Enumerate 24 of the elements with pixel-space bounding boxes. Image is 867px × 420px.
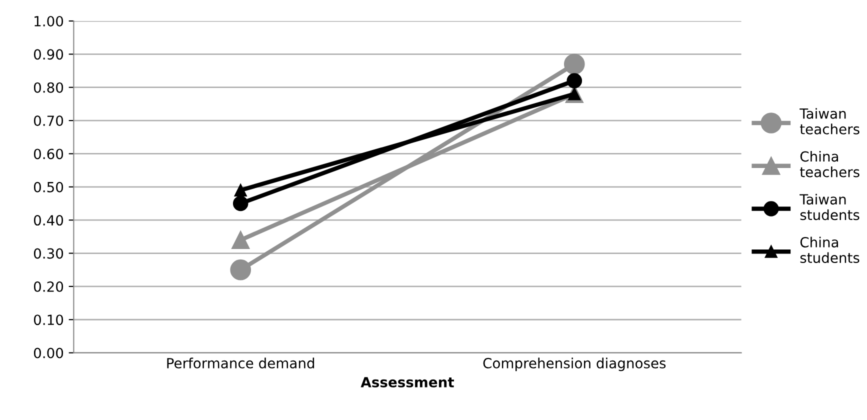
point xyxy=(234,184,247,196)
y-tick-label: 0.70 xyxy=(34,116,64,126)
x-axis-title: Assessment xyxy=(360,377,454,388)
x-tick-label: Performance demand xyxy=(167,358,314,368)
legend-label: Taiwan students xyxy=(800,194,860,220)
y-tick-label: 0.20 xyxy=(34,281,64,292)
legend-label: Taiwan teachers xyxy=(800,108,860,134)
point xyxy=(230,259,252,280)
y-tick-label: 0.90 xyxy=(34,49,64,60)
y-tick-label: 0.00 xyxy=(34,348,64,358)
y-tick-label: 0.30 xyxy=(34,248,64,259)
point xyxy=(566,73,582,88)
legend-label: China students xyxy=(800,236,860,264)
y-tick-label: 0.40 xyxy=(34,215,64,226)
x-tick-label: Comprehension diagnoses xyxy=(483,358,666,372)
y-tick-label: 0.10 xyxy=(34,314,64,326)
point xyxy=(232,230,250,250)
y-tick-label: 0.80 xyxy=(34,82,64,93)
point xyxy=(564,54,585,75)
y-tick-label: 1.00 xyxy=(34,16,64,26)
y-tick-label: 0.50 xyxy=(34,182,64,192)
y-tick-label: 0.60 xyxy=(34,148,64,160)
legend-label: China teachers xyxy=(800,150,860,178)
point xyxy=(232,196,248,212)
